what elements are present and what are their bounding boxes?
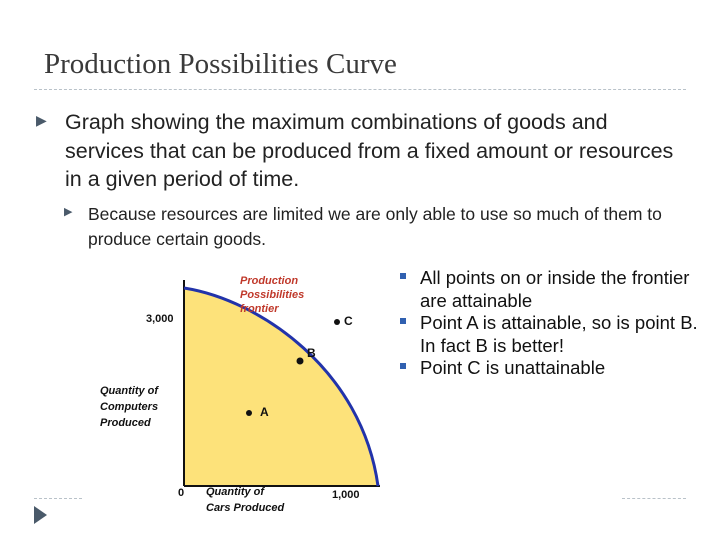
square-bullet-icon xyxy=(400,318,406,324)
attainable-region xyxy=(184,288,378,486)
note-text: Point C is unattainable xyxy=(420,357,606,378)
footer-divider-right xyxy=(622,498,686,499)
ppf-graph: A B C Production Possibilities frontier … xyxy=(100,275,380,514)
origin-label: 0 xyxy=(178,487,184,499)
frontier-label-line1: Production xyxy=(240,275,298,287)
note-item: Point A is attainable, so is point B. In… xyxy=(398,312,698,357)
point-b-label: B xyxy=(307,346,316,360)
ylabel-line1: Quantity of xyxy=(100,385,159,397)
note-item: All points on or inside the frontier are… xyxy=(398,267,698,312)
footer-divider-left xyxy=(34,498,82,499)
title-divider xyxy=(34,89,686,90)
xlabel-line2: Cars Produced xyxy=(206,502,285,514)
note-text: All points on or inside the frontier are… xyxy=(420,267,690,311)
frontier-label-line2: Possibilities xyxy=(240,289,304,301)
point-b-marker xyxy=(296,357,304,365)
point-c-label: C xyxy=(344,314,353,328)
ylabel-line3: Produced xyxy=(100,417,151,429)
triangle-bullet-icon: ▶ xyxy=(36,112,47,128)
xlabel-line1: Quantity of xyxy=(206,486,265,498)
frontier-curve xyxy=(183,286,380,487)
point-a-label: A xyxy=(260,405,269,419)
point-c-marker xyxy=(334,319,340,325)
triangle-bullet-icon: ▶ xyxy=(64,206,73,218)
main-bullet-text: Graph showing the maximum combinations o… xyxy=(65,110,674,191)
note-item: Point C is unattainable xyxy=(398,357,698,380)
ppf-notes-list: All points on or inside the frontier are… xyxy=(398,267,698,380)
slide-title: Production Possibilities Curve xyxy=(44,48,397,80)
point-a-marker xyxy=(246,410,252,416)
ylabel-line2: Computers xyxy=(100,401,158,413)
next-slide-arrow-icon[interactable] xyxy=(34,506,48,524)
y-tick-label: 3,000 xyxy=(146,313,174,325)
sub-bullet-text: Because resources are limited we are onl… xyxy=(88,204,662,249)
x-tick-label: 1,000 xyxy=(332,489,360,501)
square-bullet-icon xyxy=(400,363,406,369)
square-bullet-icon xyxy=(400,273,406,279)
note-text: Point A is attainable, so is point B. In… xyxy=(420,312,698,356)
frontier-label-line3: frontier xyxy=(240,303,279,315)
